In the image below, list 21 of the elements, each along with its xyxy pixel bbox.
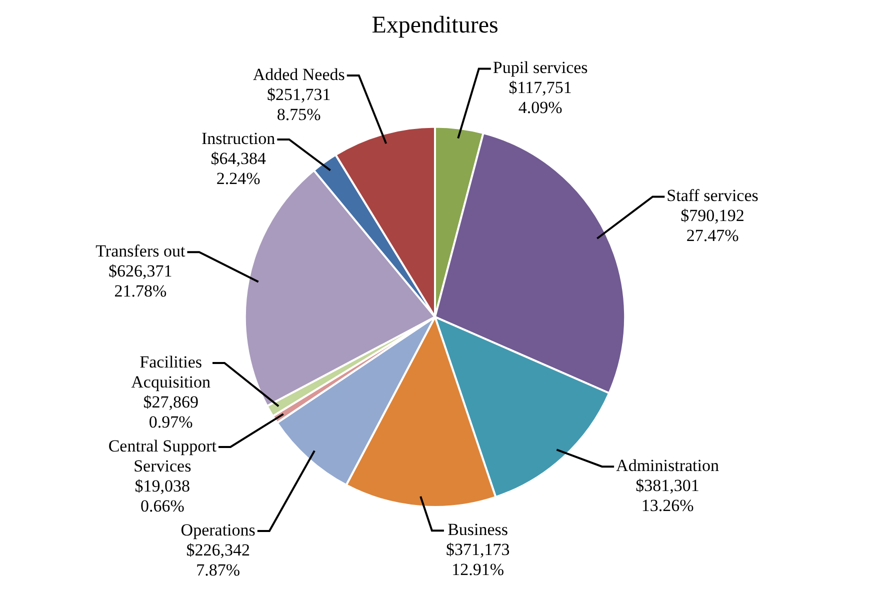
slice-label: Instruction: [202, 128, 276, 148]
slice-label: Transfers out: [96, 242, 186, 261]
data-label: $626,371 21.78%: [108, 262, 172, 301]
data-label: $381,301 13.26%: [636, 476, 700, 516]
data-label: $117,751 4.09%: [508, 78, 572, 118]
slice-label: Pupil services: [492, 58, 588, 78]
chart-title: Expenditures: [372, 12, 498, 39]
data-label: $27,869 0.97%: [143, 392, 198, 432]
slice-label: Business: [448, 520, 508, 540]
data-label: $790,192 27.47%: [680, 206, 744, 246]
data-label: $251,731 8.75%: [266, 84, 331, 124]
slice-label: Operations: [180, 520, 256, 540]
slice-label: Central Support Services: [108, 436, 217, 476]
data-label: $19,038 0.66%: [134, 476, 190, 516]
slice-label: Added Needs: [252, 64, 345, 84]
data-label: $226,342 7.87%: [186, 540, 250, 580]
slice-label: Administration: [616, 456, 720, 476]
slice-label: Facilities Acquisition: [131, 352, 211, 392]
data-label: $64,384 2.24%: [210, 148, 266, 188]
slice-label: Staff services: [666, 186, 758, 206]
data-label: $371,173 12.91%: [446, 540, 510, 580]
